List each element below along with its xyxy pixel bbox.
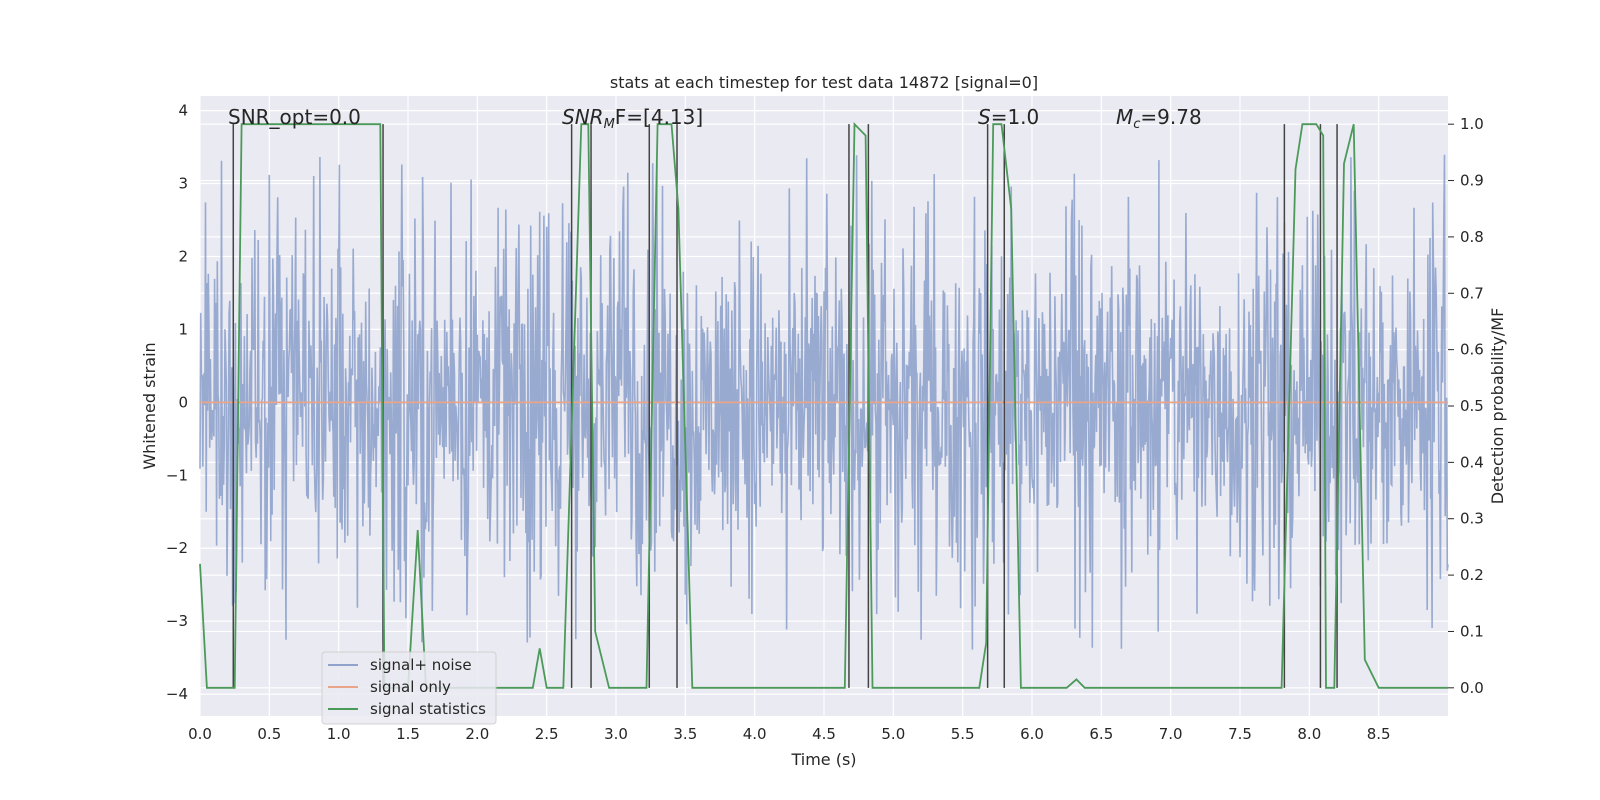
signal-noise-series: [199, 154, 1449, 650]
annotation-snr-mf-main: SNR: [562, 105, 604, 129]
y-left-tick-label: −3: [166, 612, 188, 630]
x-axis-ticks: 0.0 0.5 1.0 1.5 2.0 2.5 3.0 3.5 4.0 4.5 5.0 5.5 6.0 6…: [188, 725, 1391, 743]
y-right-tick-label: 1.0: [1460, 115, 1484, 133]
annotation-mc-sub: c: [1133, 117, 1140, 132]
x-tick-label: 8.0: [1297, 725, 1321, 743]
y-right-tick-label: 0.3: [1460, 510, 1484, 528]
annotation-mc-rest: =9.78: [1140, 105, 1201, 129]
signal-noise-line: [199, 154, 1449, 650]
x-tick-label: 6.5: [1089, 725, 1113, 743]
x-tick-label: 1.0: [327, 725, 351, 743]
x-tick-label: 4.5: [812, 725, 836, 743]
annotation-mc-main: M: [1116, 105, 1133, 129]
y-left-tick-label: 3: [178, 175, 188, 193]
annotation-snr-opt: SNR_opt=0.0: [228, 105, 361, 129]
annotation-s: S=1.0: [978, 105, 1039, 129]
y-right-tick-label: 0.9: [1460, 172, 1484, 190]
y-left-tick-label: 4: [178, 102, 188, 120]
x-tick-label: 5.0: [881, 725, 905, 743]
x-tick-label: 2.5: [535, 725, 559, 743]
y-right-tick-label: 0.5: [1460, 397, 1484, 415]
x-tick-label: 3.0: [604, 725, 628, 743]
x-tick-label: 4.0: [743, 725, 767, 743]
annotation-snr-mf: SNRMF=[4.13]: [562, 105, 703, 132]
y-right-tick-label: 0.4: [1460, 453, 1484, 471]
x-tick-label: 5.5: [951, 725, 975, 743]
x-tick-label: 0.5: [257, 725, 281, 743]
x-tick-label: 7.5: [1228, 725, 1252, 743]
x-tick-label: 6.0: [1020, 725, 1044, 743]
y-right-tick-label: 0.7: [1460, 284, 1484, 302]
y-left-tick-label: −4: [166, 685, 188, 703]
annotation-s-rest: =1.0: [991, 105, 1040, 129]
y-left-tick-label: 2: [178, 247, 188, 265]
y-right-tick-label: 0.6: [1460, 341, 1484, 359]
legend-box: [321, 651, 497, 725]
y-left-tick-label: −2: [166, 539, 188, 557]
legend-label-statistics: signal statistics: [370, 700, 486, 718]
y-left-tick-label: 1: [178, 320, 188, 338]
y-left-tick-label: −1: [166, 466, 188, 484]
x-tick-label: 0.0: [188, 725, 212, 743]
legend-label-noise: signal+ noise: [370, 656, 472, 674]
x-tick-label: 1.5: [396, 725, 420, 743]
y-axis-left-ticks: 4 3 2 1 0 −1 −2 −3 −4: [166, 102, 188, 704]
x-tick-label: 3.5: [673, 725, 697, 743]
y-axis-right-title: Detection probability/MF: [1488, 308, 1507, 505]
annotation-snr-mf-sub: M: [604, 117, 615, 132]
y-right-tick-label: 0.2: [1460, 566, 1484, 584]
chart-title: stats at each timestep for test data 148…: [610, 73, 1038, 92]
annotation-snr-mf-rest: F=[4.13]: [615, 105, 703, 129]
y-right-tick-label: 0.1: [1460, 622, 1484, 640]
annotation-s-main: S: [978, 105, 991, 129]
y-right-tick-label: 0.8: [1460, 228, 1484, 246]
x-axis-title: Time (s): [790, 750, 856, 769]
y-axis-left-title: Whitened strain: [140, 342, 159, 469]
x-tick-label: 2.0: [465, 725, 489, 743]
x-tick-label: 8.5: [1367, 725, 1391, 743]
y-right-tick-label: 0.0: [1460, 679, 1484, 697]
legend-label-signal-only: signal only: [370, 678, 451, 696]
y-left-tick-label: 0: [178, 393, 188, 411]
annotation-mc: Mc=9.78: [1116, 105, 1202, 132]
legend: signal+ noise signal only signal statist…: [321, 651, 497, 725]
x-tick-label: 7.0: [1159, 725, 1183, 743]
y-axis-right-ticks: 1.0 0.9 0.8 0.7 0.6 0.5 0.4 0.3 0.2 0.1 0.0: [1448, 115, 1484, 697]
